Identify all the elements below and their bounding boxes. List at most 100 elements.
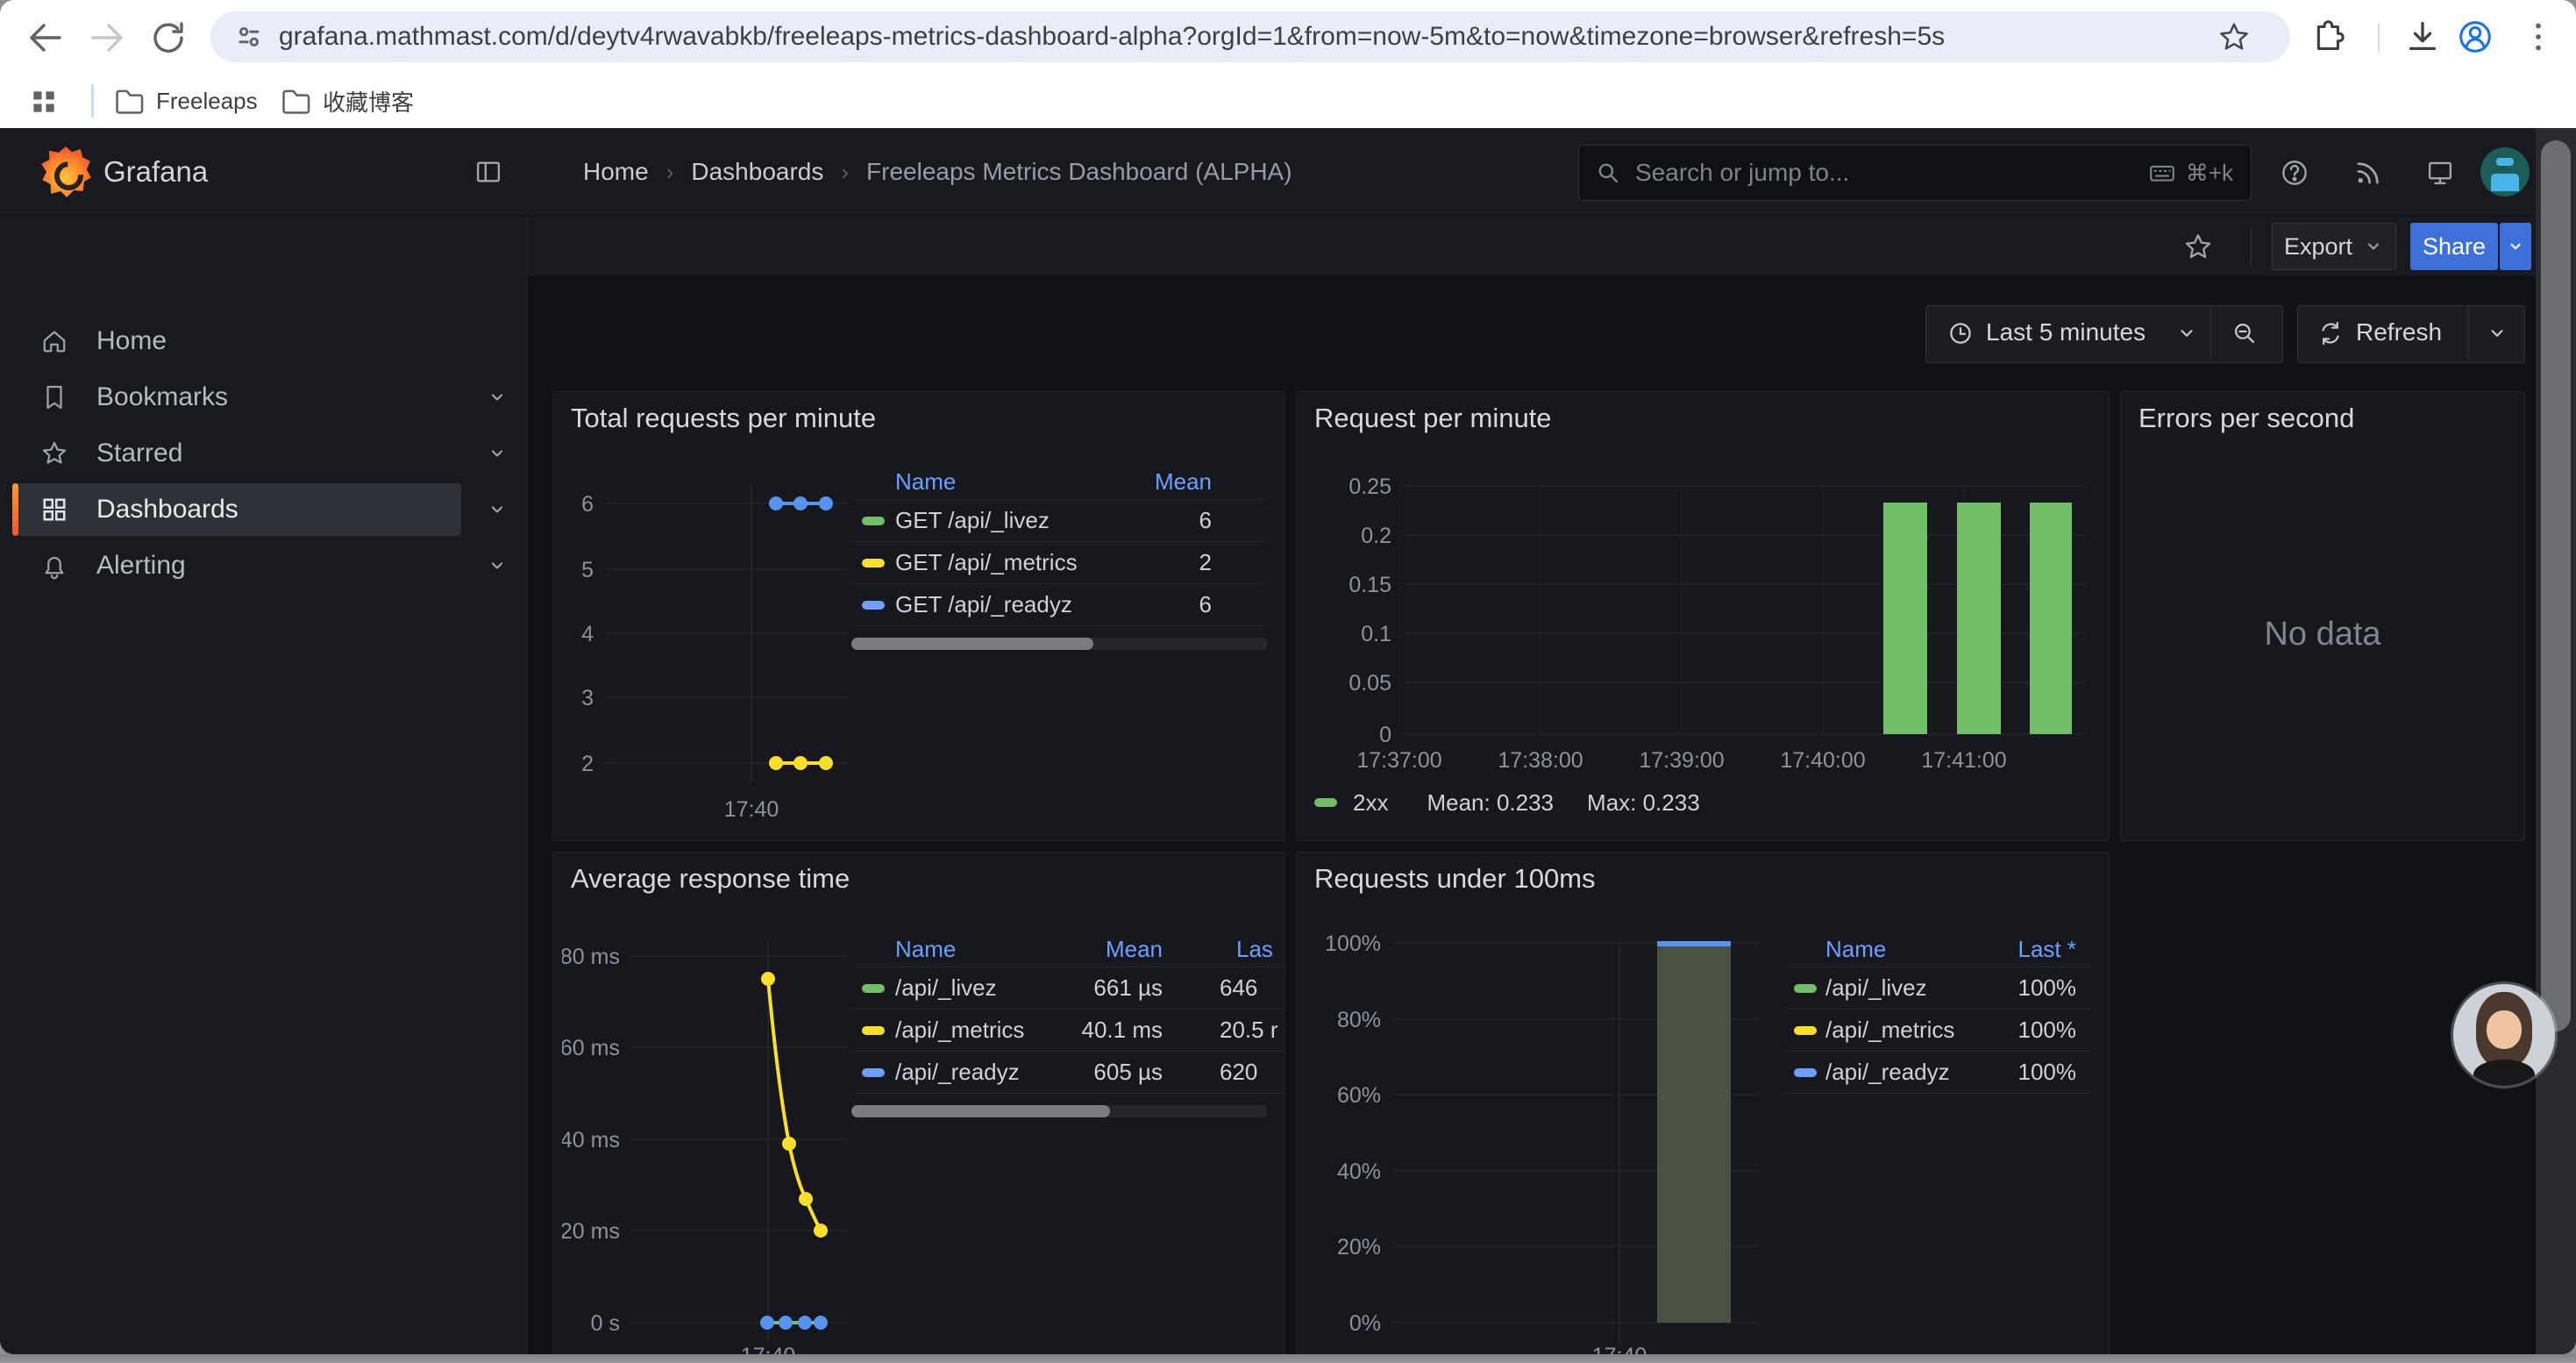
sidebar-item-starred[interactable]: Starred bbox=[12, 427, 461, 480]
search-input[interactable]: Search or jump to... ⌘+k bbox=[1578, 145, 2252, 201]
series-name[interactable]: /api/_readyz bbox=[1825, 1052, 1950, 1093]
legend-header-name[interactable]: Name bbox=[895, 931, 956, 967]
refresh-control[interactable]: Refresh bbox=[2297, 305, 2525, 363]
series-name[interactable]: 2xx bbox=[1353, 789, 1388, 817]
series-color-pill[interactable] bbox=[862, 1026, 885, 1035]
series-color-pill[interactable] bbox=[862, 559, 885, 567]
address-bar[interactable]: grafana.mathmast.com/d/deytv4rwavabkb/fr… bbox=[210, 11, 2290, 62]
series-color-pill[interactable] bbox=[1794, 1026, 1817, 1035]
sidebar-collapse-icon[interactable] bbox=[472, 155, 505, 189]
legend-row[interactable]: /api/_readyz 100% bbox=[1783, 1051, 2090, 1094]
series-name[interactable]: GET /api/_readyz bbox=[895, 584, 1072, 625]
legend-scrollbar[interactable] bbox=[851, 1105, 1268, 1117]
series-color-pill[interactable] bbox=[862, 1068, 885, 1077]
url-text[interactable]: grafana.mathmast.com/d/deytv4rwavabkb/fr… bbox=[279, 22, 1945, 52]
sidebar-item-label: Starred bbox=[96, 439, 182, 468]
export-button[interactable]: Export bbox=[2272, 223, 2396, 270]
series-name[interactable]: /api/_metrics bbox=[895, 1010, 1024, 1051]
legend[interactable]: 2xx Mean: 0.233 Max: 0.233 bbox=[1314, 785, 1700, 820]
panel-average-response-time[interactable]: Average response time 80 ms 60 ms 40 ms … bbox=[552, 852, 1285, 1354]
refresh-icon bbox=[2316, 318, 2345, 348]
extensions-icon[interactable] bbox=[2306, 17, 2348, 59]
legend-row[interactable]: GET /api/_metrics 2 bbox=[851, 541, 1268, 583]
panel-title[interactable]: Requests under 100ms bbox=[1314, 863, 1596, 895]
legend-row[interactable]: /api/_readyz 605 µs 620 bbox=[851, 1051, 1284, 1094]
legend-header-mean[interactable]: Mean bbox=[1106, 931, 1163, 967]
chevron-down-icon[interactable] bbox=[2486, 322, 2508, 345]
share-button[interactable]: Share bbox=[2410, 223, 2498, 270]
svg-text:17:38:00: 17:38:00 bbox=[1498, 748, 1583, 773]
chevron-down-icon[interactable] bbox=[484, 384, 510, 410]
legend-header-last[interactable]: Las bbox=[1236, 931, 1273, 967]
chevron-down-icon[interactable] bbox=[484, 440, 510, 467]
legend-header-mean[interactable]: Mean bbox=[1155, 464, 1212, 499]
grafana-logo[interactable] bbox=[40, 146, 91, 197]
search-icon bbox=[1593, 158, 1623, 188]
legend-scrollbar[interactable] bbox=[851, 638, 1268, 650]
floating-assistant-avatar[interactable] bbox=[2453, 984, 2555, 1086]
series-color-pill[interactable] bbox=[862, 517, 885, 525]
panel-title[interactable]: Errors per second bbox=[2138, 403, 2354, 434]
series-name[interactable]: /api/_readyz bbox=[895, 1052, 1020, 1093]
sidebar-item-home[interactable]: Home bbox=[12, 315, 461, 368]
menu-kebab-icon[interactable] bbox=[2518, 17, 2560, 59]
panel-title[interactable]: Request per minute bbox=[1314, 403, 1552, 434]
panel-errors-per-second[interactable]: Errors per second No data bbox=[2120, 391, 2525, 841]
legend-row[interactable]: /api/_metrics 40.1 ms 20.5 r bbox=[851, 1009, 1284, 1051]
breadcrumb-dashboards[interactable]: Dashboards bbox=[691, 158, 823, 186]
reload-icon[interactable] bbox=[147, 17, 189, 59]
legend-header-name[interactable]: Name bbox=[1825, 931, 1886, 967]
legend-table: Name Mean Las /api/_livez 661 µs 646 /ap… bbox=[851, 931, 1284, 1094]
legend-header-name[interactable]: Name bbox=[895, 464, 956, 499]
chevron-down-icon[interactable] bbox=[484, 496, 510, 523]
panel-total-requests-per-minute[interactable]: Total requests per minute 6 5 4 3 2 17:4… bbox=[552, 391, 1285, 841]
bookmark-star-icon[interactable] bbox=[2217, 19, 2252, 54]
page-scrollbar[interactable] bbox=[2536, 128, 2576, 1354]
zoom-out-icon[interactable] bbox=[2230, 318, 2259, 348]
screen-icon[interactable] bbox=[2423, 156, 2457, 189]
back-icon[interactable] bbox=[25, 17, 67, 59]
legend-row[interactable]: /api/_metrics 100% bbox=[1783, 1009, 2090, 1051]
series-name[interactable]: GET /api/_metrics bbox=[895, 542, 1078, 583]
scrollbar-thumb[interactable] bbox=[2541, 140, 2571, 1031]
share-menu-button[interactable] bbox=[2500, 223, 2531, 270]
site-settings-icon[interactable] bbox=[231, 19, 267, 54]
user-avatar[interactable] bbox=[2480, 147, 2530, 196]
legend-row[interactable]: /api/_livez 100% bbox=[1783, 967, 2090, 1009]
legend-row[interactable]: /api/_livez 661 µs 646 bbox=[851, 967, 1284, 1009]
favorite-star-icon[interactable] bbox=[2182, 231, 2214, 262]
series-name[interactable]: /api/_metrics bbox=[1825, 1010, 1954, 1051]
series-name[interactable]: GET /api/_livez bbox=[895, 500, 1050, 541]
series-color-pill[interactable] bbox=[862, 601, 885, 610]
sidebar-item-dashboards[interactable]: Dashboards bbox=[12, 483, 461, 536]
series-color-pill[interactable] bbox=[1794, 1068, 1817, 1077]
forward-icon[interactable] bbox=[86, 17, 128, 59]
bookmark-folder-freeleaps[interactable]: Freeleaps bbox=[112, 82, 258, 119]
panel-requests-under-100ms[interactable]: Requests under 100ms 100% 80% 60% 40% 20… bbox=[1296, 852, 2110, 1354]
sidebar-item-alerting[interactable]: Alerting bbox=[12, 539, 461, 592]
legend-header-last[interactable]: Last * bbox=[2018, 931, 2077, 967]
svg-text:0.15: 0.15 bbox=[1348, 573, 1391, 597]
panel-title[interactable]: Average response time bbox=[571, 863, 850, 895]
apps-grid-icon[interactable] bbox=[26, 84, 61, 119]
help-icon[interactable] bbox=[2278, 156, 2311, 189]
panel-request-per-minute[interactable]: Request per minute 0.25 0.2 0.15 0.1 0.0… bbox=[1296, 391, 2110, 841]
series-color-pill[interactable] bbox=[862, 984, 885, 993]
sidebar-item-bookmarks[interactable]: Bookmarks bbox=[12, 371, 461, 424]
brand-title: Grafana bbox=[103, 155, 208, 189]
series-name[interactable]: /api/_livez bbox=[895, 967, 997, 1009]
news-icon[interactable] bbox=[2352, 156, 2385, 189]
download-icon[interactable] bbox=[2402, 17, 2444, 59]
series-name[interactable]: /api/_livez bbox=[1825, 967, 1927, 1009]
breadcrumb-home[interactable]: Home bbox=[583, 158, 649, 186]
profile-icon[interactable] bbox=[2455, 17, 2497, 59]
series-color-pill[interactable] bbox=[1794, 984, 1817, 993]
series-color-pill[interactable] bbox=[1314, 798, 1337, 807]
legend-row[interactable]: GET /api/_readyz 6 bbox=[851, 583, 1268, 626]
panel-title[interactable]: Total requests per minute bbox=[571, 403, 876, 434]
time-range-control[interactable]: Last 5 minutes bbox=[1925, 305, 2283, 363]
legend-row[interactable]: GET /api/_livez 6 bbox=[851, 499, 1268, 541]
bookmark-folder-blogs[interactable]: 收藏博客 bbox=[279, 82, 414, 119]
chevron-down-icon[interactable] bbox=[484, 553, 510, 579]
svg-text:2: 2 bbox=[581, 752, 594, 776]
